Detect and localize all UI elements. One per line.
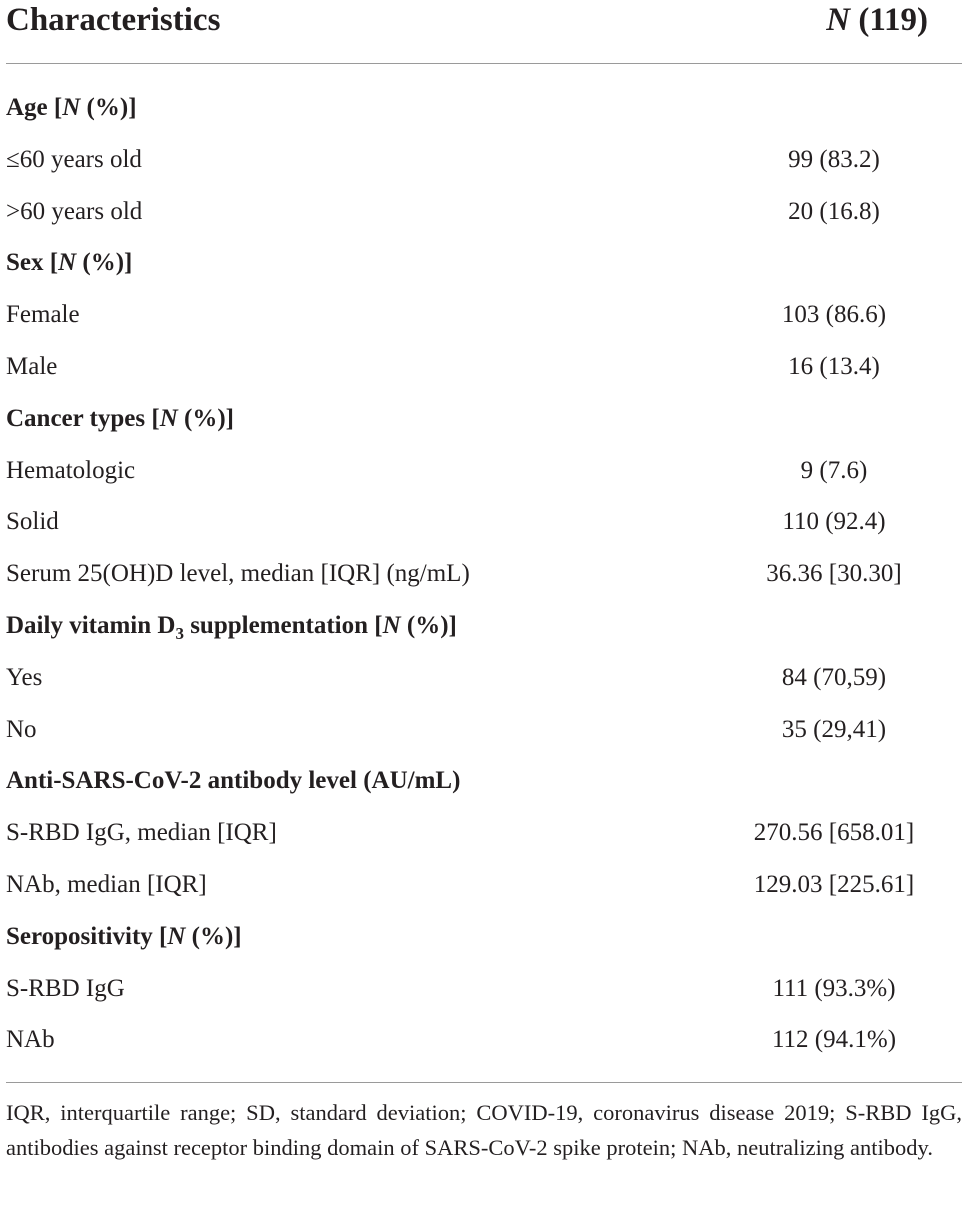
section-heading-suffix: (%)] bbox=[400, 611, 457, 639]
section-heading-text: Age [ bbox=[6, 94, 63, 121]
table-row: Male 16 (13.4) bbox=[6, 341, 962, 393]
footer-rule bbox=[6, 1082, 962, 1083]
section-heading-text: Sex [ bbox=[6, 249, 59, 277]
section-heading-row: Age [N (%)] bbox=[6, 82, 962, 134]
section-heading: Anti-SARS-CoV-2 antibody level (AU/mL) bbox=[6, 755, 460, 807]
section-heading-row: Seropositivity [N (%)] bbox=[6, 911, 962, 963]
row-value: 84 (70,59) bbox=[781, 663, 887, 691]
row-value: 36.36 [30.30] bbox=[766, 560, 902, 588]
section-heading-row: Anti-SARS-CoV-2 antibody level (AU/mL) bbox=[6, 755, 962, 807]
section-heading: Daily vitamin D3 supplementation [N (%)] bbox=[6, 600, 457, 654]
row-label: NAb bbox=[6, 1026, 55, 1054]
table-row: Yes 84 (70,59) bbox=[6, 652, 962, 704]
section-heading: Sex [N (%)] bbox=[6, 237, 132, 289]
header-n-italic: N bbox=[826, 2, 851, 38]
row-label: Female bbox=[6, 301, 80, 329]
table-row: NAb 112 (94.1%) bbox=[6, 1014, 962, 1066]
row-value: 20 (16.8) bbox=[788, 197, 880, 225]
header-characteristics: Characteristics bbox=[6, 2, 221, 38]
section-heading-n: N bbox=[62, 94, 81, 121]
table-body: Age [N (%)] ≤60 years old 99 (83.2) >60 yea… bbox=[6, 82, 962, 1066]
section-heading-n: N bbox=[58, 249, 77, 277]
section-heading-suffix: (%)] bbox=[80, 94, 137, 121]
section-heading-row: Daily vitamin D3 supplementation [N (%)] bbox=[6, 600, 962, 652]
section-heading-text: Seropositivity [ bbox=[6, 922, 168, 950]
section-heading-n: N bbox=[167, 922, 186, 950]
section-heading-subscript: 3 bbox=[175, 623, 184, 643]
table-row: No 35 (29,41) bbox=[6, 704, 962, 756]
table-row: S-RBD IgG, median [IQR] 270.56 [658.01] bbox=[6, 807, 962, 859]
header-rule bbox=[6, 63, 962, 64]
table-row: >60 years old 20 (16.8) bbox=[6, 186, 962, 238]
row-label: Hematologic bbox=[6, 456, 136, 484]
section-heading: Cancer types [N (%)] bbox=[6, 393, 234, 445]
section-heading-row: Cancer types [N (%)] bbox=[6, 393, 962, 445]
section-heading-text: Cancer types [ bbox=[6, 404, 160, 432]
section-heading: Age [N (%)] bbox=[6, 82, 137, 134]
row-value: 103 (86.6) bbox=[781, 301, 887, 329]
section-heading-suffix: (%)] bbox=[185, 922, 242, 950]
section-heading-n: N bbox=[382, 611, 401, 639]
row-value: 111 (93.3%) bbox=[772, 974, 896, 1002]
row-value: 99 (83.2) bbox=[788, 145, 880, 173]
section-heading-suffix: (%)] bbox=[76, 249, 133, 277]
row-label: Serum 25(OH)D level, median [IQR] (ng/mL… bbox=[6, 560, 470, 588]
header-n: N (119) bbox=[826, 2, 928, 39]
section-heading-n: N bbox=[159, 404, 178, 432]
row-label: Male bbox=[6, 352, 58, 380]
table-row: Serum 25(OH)D level, median [IQR] (ng/mL… bbox=[6, 548, 962, 600]
table-row: ≤60 years old 99 (83.2) bbox=[6, 134, 962, 186]
row-value: 270.56 [658.01] bbox=[753, 819, 915, 847]
table-row: Solid 110 (92.4) bbox=[6, 496, 962, 548]
table-row: Hematologic 9 (7.6) bbox=[6, 445, 962, 497]
section-heading-text: Anti-SARS-CoV-2 antibody level (AU/mL) bbox=[6, 767, 461, 795]
table-footnote: IQR, interquartile range; SD, standard d… bbox=[6, 1100, 962, 1160]
table-row: Female 103 (86.6) bbox=[6, 289, 962, 341]
row-value: 16 (13.4) bbox=[788, 352, 880, 380]
section-heading-text: Daily vitamin D bbox=[6, 611, 176, 639]
section-heading-text-2: supplementation [ bbox=[183, 611, 383, 639]
row-label: S-RBD IgG bbox=[6, 974, 125, 1002]
row-label: ≤60 years old bbox=[6, 145, 142, 173]
table-row: S-RBD IgG 111 (93.3%) bbox=[6, 963, 962, 1015]
row-label: NAb, median [IQR] bbox=[6, 870, 207, 898]
section-heading-row: Sex [N (%)] bbox=[6, 237, 962, 289]
row-value: 112 (94.1%) bbox=[771, 1026, 897, 1054]
row-label: Yes bbox=[6, 663, 43, 691]
row-label: Solid bbox=[6, 508, 59, 536]
section-heading: Seropositivity [N (%)] bbox=[6, 911, 242, 963]
row-label: No bbox=[6, 715, 37, 743]
row-label: >60 years old bbox=[6, 197, 143, 225]
section-heading-suffix: (%)] bbox=[177, 404, 234, 432]
table-header: Characteristics N (119) bbox=[6, 0, 962, 46]
row-value: 35 (29,41) bbox=[781, 715, 887, 743]
table-row: NAb, median [IQR] 129.03 [225.61] bbox=[6, 859, 962, 911]
row-label: S-RBD IgG, median [IQR] bbox=[6, 819, 277, 847]
row-value: 129.03 [225.61] bbox=[753, 870, 915, 898]
row-value: 9 (7.6) bbox=[800, 456, 868, 484]
header-n-value: (119) bbox=[850, 2, 928, 38]
row-value: 110 (92.4) bbox=[782, 508, 886, 536]
